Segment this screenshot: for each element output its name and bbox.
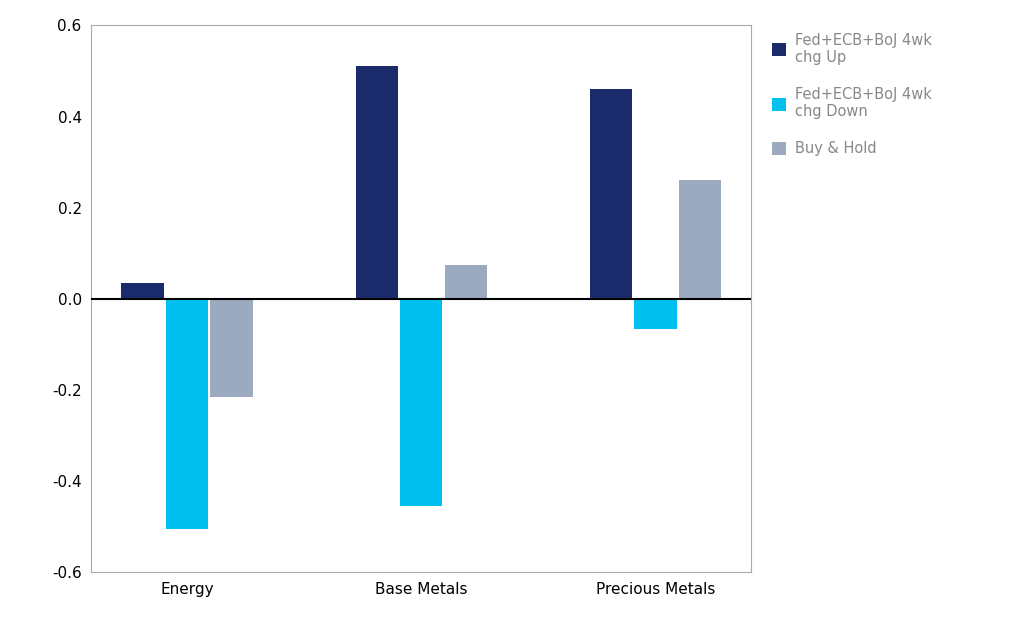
Bar [122,283,163,299]
Bar [355,67,398,299]
Bar [445,265,487,299]
Bar [679,181,721,299]
Bar [400,299,443,506]
Bar [210,299,253,397]
Bar [590,89,632,299]
Bar [634,299,677,329]
Legend: Fed+ECB+BoJ 4wk
chg Up, Fed+ECB+BoJ 4wk
chg Down, Buy & Hold: Fed+ECB+BoJ 4wk chg Up, Fed+ECB+BoJ 4wk … [771,32,932,156]
Bar [165,299,208,529]
